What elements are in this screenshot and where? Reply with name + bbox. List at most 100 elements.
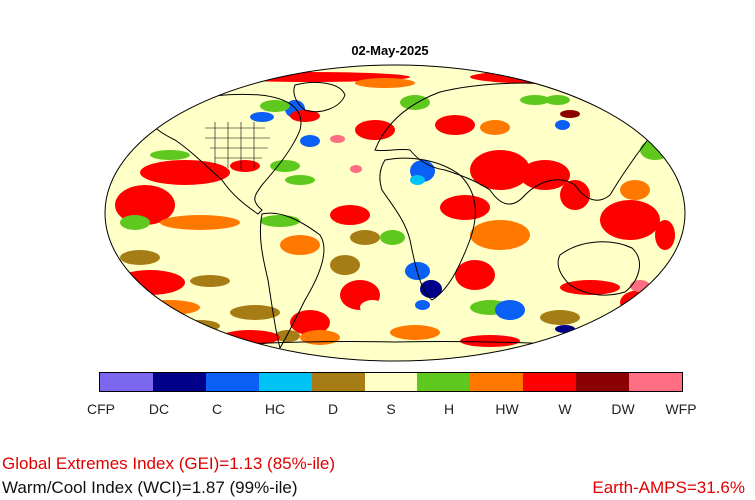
anomaly-patch — [275, 330, 300, 342]
colorbar-label-h: H — [443, 401, 455, 417]
anomaly-patch — [560, 280, 620, 295]
anomaly-patch — [560, 180, 590, 210]
anomaly-patch — [555, 325, 575, 333]
colorbar-swatch-dw — [576, 373, 630, 391]
anomaly-patch — [200, 240, 250, 260]
colorbar-swatch-w — [523, 373, 577, 391]
colorbar-label-hw: HW — [495, 401, 519, 417]
anomaly-patch — [520, 160, 570, 190]
colorbar-label-dc: DC — [148, 401, 170, 417]
coast-north-america — [149, 93, 302, 215]
colorbar — [99, 372, 683, 392]
anomaly-patch — [495, 300, 525, 320]
colorbar-swatch-h — [417, 373, 471, 391]
anomaly-patch — [460, 335, 520, 347]
globe-outline — [104, 64, 686, 362]
anomaly-patch — [590, 255, 630, 280]
anomaly-patch — [455, 260, 495, 290]
anomaly-patch — [270, 160, 300, 172]
anomaly-patch — [230, 185, 270, 200]
map-title: 02-May-2025 — [351, 43, 429, 58]
anomaly-patch — [380, 230, 405, 245]
anomaly-patch — [470, 70, 640, 84]
anomaly-patch — [555, 120, 570, 130]
anomaly-patch — [545, 95, 570, 105]
colorbar-swatch-d — [311, 373, 365, 391]
colorbar-swatch-wfp — [629, 373, 682, 391]
anomaly-patch — [360, 300, 385, 315]
anomaly-patch — [280, 235, 320, 255]
anomaly-patch — [480, 120, 510, 135]
anomaly-patch — [520, 95, 550, 105]
anomaly-patch — [300, 135, 320, 147]
anomaly-patch — [250, 112, 274, 122]
coast-africa — [379, 157, 476, 301]
anomaly-patch — [400, 95, 430, 110]
colorbar-label-cfp: CFP — [87, 401, 115, 417]
map-background — [105, 65, 685, 361]
wci-readout: Warm/Cool Index (WCI)=1.87 (99%-ile) — [2, 478, 298, 497]
earth-amps-readout: Earth-AMPS=31.6% — [592, 478, 745, 497]
anomaly-patch — [230, 160, 260, 172]
anomaly-patch — [285, 175, 315, 185]
anomaly-patch — [640, 140, 670, 160]
colorbar-labels: CFP DC C HC D S H HW W DW WFP — [72, 401, 710, 417]
anomaly-patch — [600, 115, 620, 127]
anomaly-patch — [260, 215, 300, 227]
anomaly-patch — [355, 78, 415, 88]
anomaly-patch — [120, 250, 160, 265]
colorbar-label-dw: DW — [611, 401, 635, 417]
map-field — [105, 65, 685, 361]
anomaly-patch — [540, 310, 580, 325]
us-state-grid — [205, 122, 270, 170]
anomaly-patch — [350, 165, 362, 173]
coast-australia — [557, 241, 640, 296]
anomaly-patch — [140, 300, 200, 315]
anomaly-patch — [330, 205, 370, 225]
anomaly-patch — [620, 180, 650, 200]
anomaly-patch — [355, 120, 395, 140]
anomaly-patch — [420, 280, 442, 298]
colorbar-label-d: D — [327, 401, 339, 417]
gei-readout: Global Extremes Index (GEI)=1.13 (85%-il… — [2, 454, 336, 473]
colorbar-label-s: S — [386, 401, 396, 417]
colorbar-swatch-c — [205, 373, 259, 391]
anomaly-patch — [115, 185, 175, 225]
anomaly-patch — [190, 275, 230, 287]
anomaly-patch — [655, 220, 675, 250]
anomaly-patch — [440, 195, 490, 220]
anomaly-patch — [330, 135, 345, 143]
coast-south-america — [259, 212, 325, 350]
anomaly-patch — [140, 160, 230, 185]
anomaly-patch — [415, 300, 430, 310]
anomaly-patch — [260, 100, 290, 112]
anomaly-patch — [600, 200, 660, 240]
anomaly-patch — [390, 325, 440, 340]
colorbar-swatch-dc — [152, 373, 206, 391]
anomaly-patch — [350, 230, 380, 245]
colorbar-label-wfp: WFP — [665, 401, 697, 417]
anomaly-patch — [470, 220, 530, 250]
world-extremes-map — [104, 64, 686, 362]
colorbar-label-c: C — [211, 401, 223, 417]
anomaly-patch — [230, 305, 280, 320]
anomaly-patch — [115, 270, 185, 295]
colorbar-swatch-hw — [470, 373, 524, 391]
anomaly-patch — [150, 150, 190, 160]
anomaly-patch — [120, 215, 150, 230]
anomaly-patch — [180, 320, 220, 332]
colorbar-swatch-s — [364, 373, 418, 391]
colorbar-swatch-cfp — [100, 373, 153, 391]
anomaly-patch — [410, 175, 425, 185]
anomaly-patch — [470, 150, 530, 190]
coast-greenland — [293, 82, 346, 113]
colorbar-label-w: W — [558, 401, 572, 417]
anomaly-patch — [300, 330, 340, 345]
anomaly-patch — [560, 110, 580, 118]
anomaly-patch — [435, 115, 475, 135]
anomaly-patch — [290, 310, 330, 335]
anomaly-patch — [330, 255, 360, 275]
anomaly-patch — [160, 215, 240, 230]
anomaly-patch — [495, 280, 525, 300]
colorbar-swatch-hc — [258, 373, 312, 391]
